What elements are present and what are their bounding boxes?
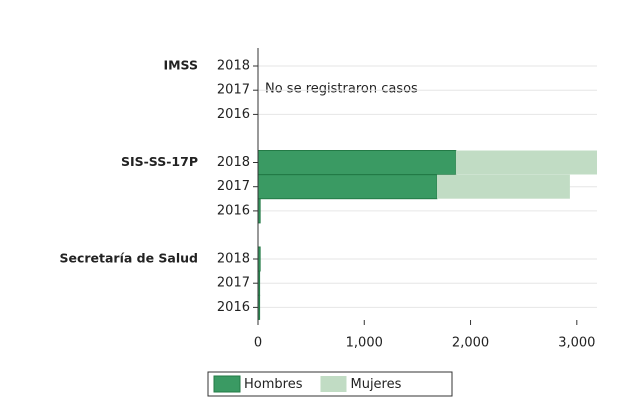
legend-label: Hombres [244, 377, 303, 392]
bar [257, 150, 457, 175]
x-tick-label: 3,000 [558, 336, 595, 351]
y-tick-label: 2018 [217, 155, 250, 170]
y-tick-label: 2018 [217, 59, 250, 74]
y-tick-label: 2017 [217, 83, 250, 98]
legend-swatch [320, 376, 347, 392]
y-tick-label: 2016 [217, 107, 250, 122]
legend-label: Mujeres [350, 377, 401, 392]
annotation: No se registraron casos [265, 82, 418, 97]
y-tick-label: 2016 [217, 203, 250, 218]
x-tick-label: 1,000 [346, 336, 383, 351]
group-label: IMSS [163, 58, 198, 73]
legend-swatch [213, 375, 241, 393]
bar [436, 174, 570, 199]
y-tick-label: 2018 [217, 252, 250, 267]
x-tick-label: 0 [254, 336, 262, 351]
y-tick-label: 2017 [217, 276, 250, 291]
bar [257, 174, 438, 200]
group-label: SIS-SS-17P [121, 154, 198, 169]
bar [455, 150, 597, 175]
x-tick-label: 2,000 [452, 336, 489, 351]
group-label: Secretaría de Salud [59, 251, 198, 266]
y-tick-label: 2016 [217, 300, 250, 315]
y-tick-label: 2017 [217, 179, 250, 194]
